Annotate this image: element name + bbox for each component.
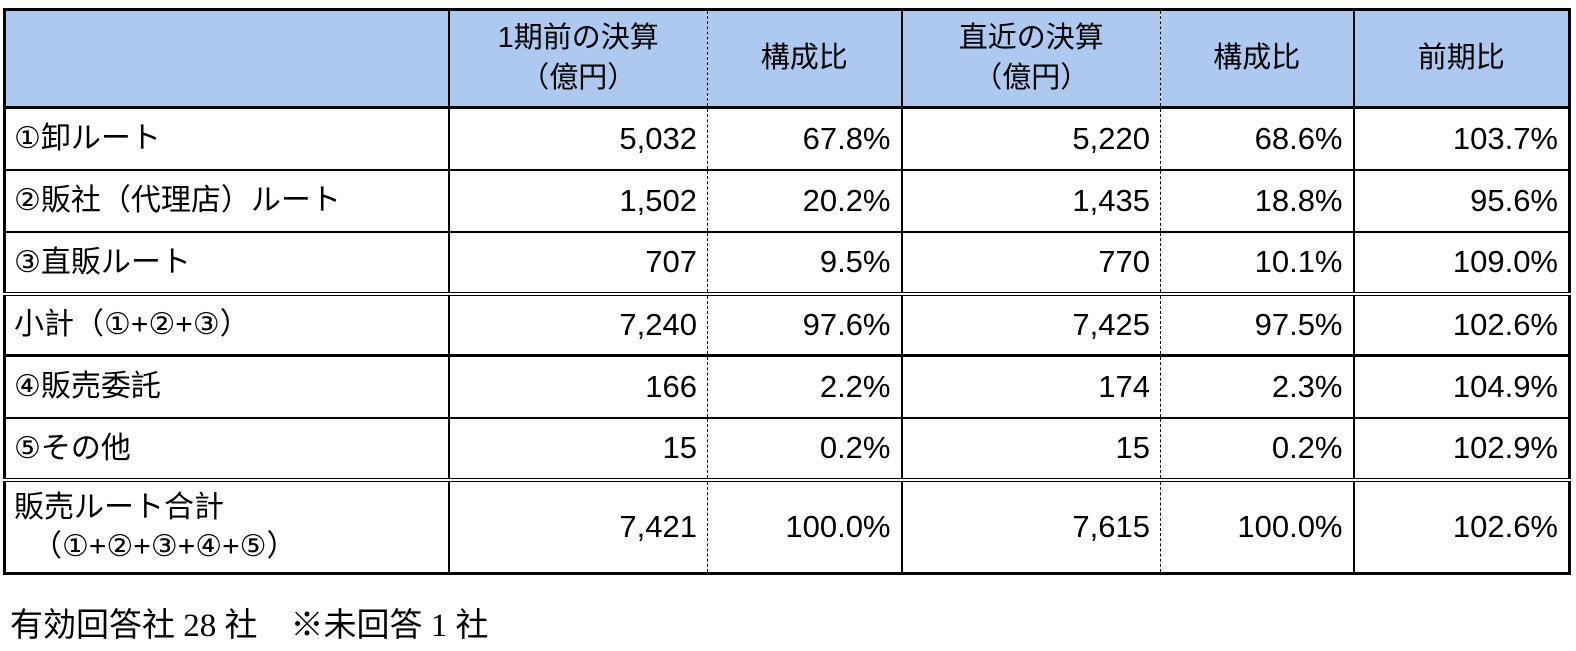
value-cell: 104.9% xyxy=(1452,368,1558,404)
value-cell: 10.1% xyxy=(1160,231,1355,294)
col-header-latest-ratio: 構成比 xyxy=(1160,9,1355,108)
col-header-prev-fiscal-line2: （億円） xyxy=(520,61,637,94)
value-cell: 97.6% xyxy=(707,293,903,356)
col-header-prev-ratio: 構成比 xyxy=(707,9,903,108)
value-cell: 15 xyxy=(448,417,708,480)
value-cell: 20.2% xyxy=(707,169,903,232)
col-header-latest-fiscal-line1: 直近の決算 xyxy=(958,22,1104,55)
row-label: 小計（①+②+③） xyxy=(4,293,450,356)
col-header-route xyxy=(4,9,450,108)
value-cell: 770 xyxy=(901,231,1161,294)
value-cell: 1,502 xyxy=(448,169,708,232)
row-label: ⑤その他 xyxy=(4,417,450,480)
row-label: ③直販ルート xyxy=(4,231,450,294)
value-cell: 7,240 xyxy=(448,293,708,356)
row-label: ④販売委託 xyxy=(4,355,450,418)
value-cell: 103.7% xyxy=(1452,120,1558,156)
table-row-total: 販売ルート合計 （①+②+③+④+⑤） 7,421 100.0% 7,615 1… xyxy=(4,479,1570,574)
col-header-prev-fiscal: 1期前の決算 （億円） xyxy=(448,9,708,108)
value-cell: 707 xyxy=(448,231,708,294)
value-cell: 68.6% xyxy=(1160,107,1355,170)
value-cell: 7,425 xyxy=(901,293,1161,356)
value-cell: 100.0% xyxy=(707,479,903,574)
value-cell: 2.3% xyxy=(1160,355,1355,418)
value-cell: 18.8% xyxy=(1160,169,1355,232)
row-label: 販売ルート合計 （①+②+③+④+⑤） xyxy=(4,479,450,574)
value-cell: 97.5% xyxy=(1160,293,1355,356)
col-header-yoy: 前期比 xyxy=(1353,9,1570,108)
value-cell: 102.9% xyxy=(1452,430,1558,465)
value-cell: 9.5% xyxy=(707,231,903,294)
value-cell: 95.6% xyxy=(1470,182,1558,218)
value-cell: 15 xyxy=(901,417,1161,480)
value-cell: 109.0% xyxy=(1452,244,1558,279)
col-header-latest-fiscal: 直近の決算 （億円） xyxy=(901,9,1161,108)
row-label: ②販社（代理店）ルート xyxy=(4,169,450,232)
value-cell: 67.8% xyxy=(707,107,903,170)
value-cell: 166 xyxy=(448,355,708,418)
value-cell: 100.0% xyxy=(1160,479,1355,574)
table-row-wholesale: ①卸ルート 5,032 67.8% 5,220 68.6% 103.7% xyxy=(4,107,1570,170)
footnote: 有効回答社 28 社 ※未回答 1 社 xyxy=(10,608,489,644)
value-cell: 102.6% xyxy=(1452,508,1558,544)
col-header-prev-fiscal-line1: 1期前の決算 xyxy=(497,22,659,55)
header-row: 1期前の決算 （億円） 構成比 直近の決算 （億円） 構成比 前期比 xyxy=(4,9,1570,108)
value-cell: 5,220 xyxy=(901,107,1161,170)
value-cell: 1,435 xyxy=(901,169,1161,232)
value-cell: 2.2% xyxy=(707,355,903,418)
value-cell: 5,032 xyxy=(448,107,708,170)
value-cell: 0.2% xyxy=(707,417,903,480)
table-row-consignment: ④販売委託 166 2.2% 174 2.3% 104.9% xyxy=(4,355,1570,418)
sales-route-table: 1期前の決算 （億円） 構成比 直近の決算 （億円） 構成比 前期比 ①卸ルート… xyxy=(3,8,1571,575)
row-label: ①卸ルート xyxy=(4,107,450,170)
value-cell: 0.2% xyxy=(1160,417,1355,480)
table-row-distributor: ②販社（代理店）ルート 1,502 20.2% 1,435 18.8% 95.6… xyxy=(4,169,1570,232)
total-label-line2: （①+②+③+④+⑤） xyxy=(32,529,297,563)
value-cell: 102.6% xyxy=(1452,306,1558,342)
value-cell: 174 xyxy=(901,355,1161,418)
value-cell: 7,421 xyxy=(448,479,708,574)
col-header-latest-fiscal-line2: （億円） xyxy=(973,61,1090,94)
value-cell: 7,615 xyxy=(901,479,1161,574)
total-label-line1: 販売ルート合計 xyxy=(14,490,224,524)
table-row-direct: ③直販ルート 707 9.5% 770 10.1% 109.0% xyxy=(4,231,1570,294)
table-row-subtotal: 小計（①+②+③） 7,240 97.6% 7,425 97.5% 102.6% xyxy=(4,293,1570,356)
table-row-other: ⑤その他 15 0.2% 15 0.2% 102.9% xyxy=(4,417,1570,480)
